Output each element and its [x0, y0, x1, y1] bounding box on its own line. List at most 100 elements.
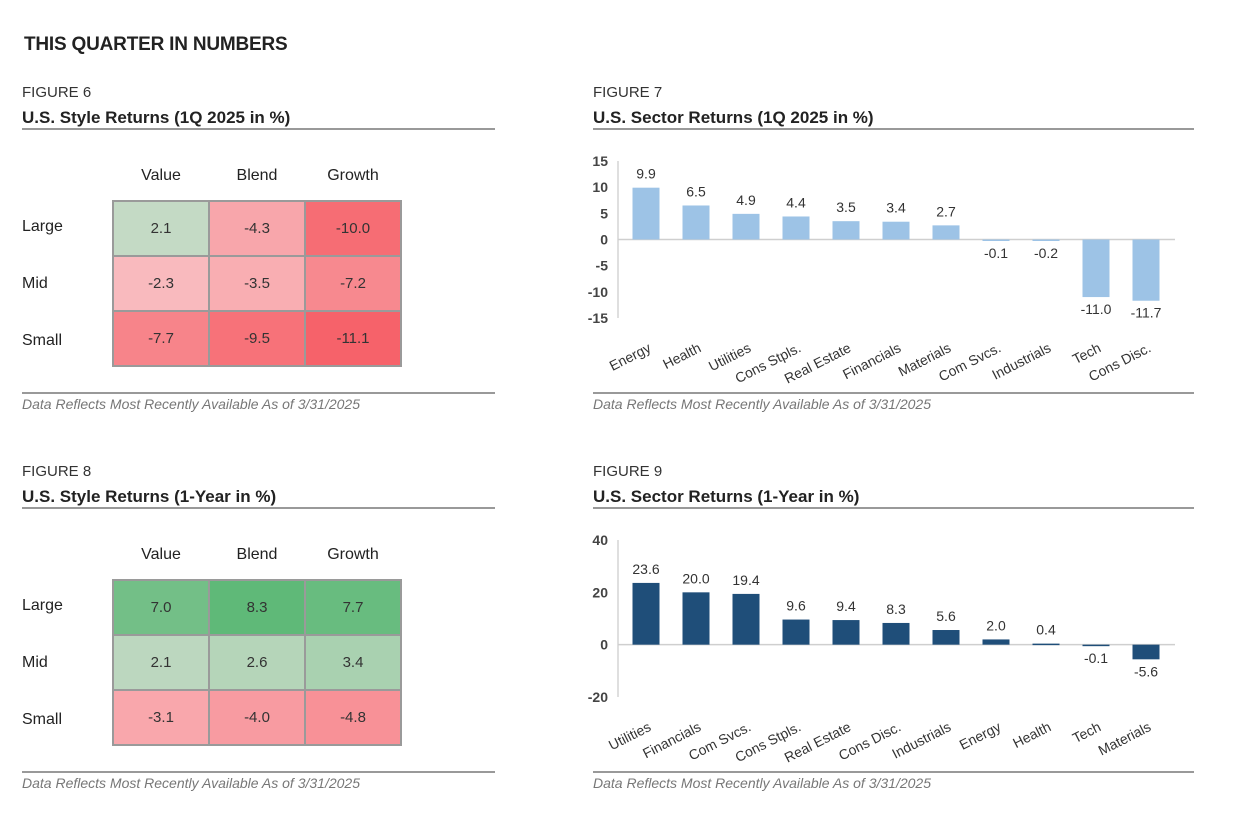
figure-6-note-rule [22, 392, 495, 394]
fig7-bar [882, 221, 910, 240]
fig9-bar [1032, 643, 1060, 646]
fig7-data-label: -11.0 [1081, 301, 1112, 317]
figure-7-title-rule [593, 128, 1194, 130]
figure-9-bar-chart: 40200-2023.6Utilities20.0Financials19.4C… [588, 532, 1175, 766]
fig9-data-label: 20.0 [682, 570, 709, 586]
fig7-bar [1032, 239, 1060, 241]
fig7-ytick-label: 15 [592, 153, 608, 169]
fig6-heatmap-cell: -7.2 [304, 255, 402, 312]
figure-6-source-note: Data Reflects Most Recently Available As… [22, 396, 360, 412]
fig7-bar [782, 216, 810, 240]
figure-7-source-note: Data Reflects Most Recently Available As… [593, 396, 931, 412]
fig9-data-label: -5.6 [1134, 663, 1158, 679]
fig6-heatmap-cell: -9.5 [208, 310, 306, 367]
fig9-data-label: 19.4 [732, 572, 759, 588]
fig9-bar [682, 592, 710, 645]
fig9-data-label: 0.4 [1036, 622, 1056, 638]
fig8-heatmap-row-header-small: Small [22, 711, 63, 728]
figure-9-title: U.S. Sector Returns (1-Year in %) [593, 487, 860, 506]
fig7-ytick-label: 5 [600, 205, 608, 221]
fig7-ytick-label: -5 [596, 258, 609, 274]
figure-8-title: U.S. Style Returns (1-Year in %) [22, 487, 277, 506]
figure-6-number: FIGURE 6 [22, 84, 92, 101]
figure-7-title: U.S. Sector Returns (1Q 2025 in %) [593, 108, 874, 127]
fig9-category-label: Energy [957, 718, 1004, 752]
figure-9-number: FIGURE 9 [593, 463, 663, 480]
fig7-ytick-label: -10 [588, 284, 608, 300]
fig6-heatmap-cell: -7.7 [112, 310, 210, 367]
fig9-ytick-label: 0 [600, 637, 608, 653]
fig8-heatmap-cell: 2.6 [208, 634, 306, 691]
fig7-bar [1082, 239, 1110, 298]
fig9-category-label: Health [1010, 718, 1053, 751]
fig9-bar [932, 630, 960, 645]
fig7-data-label: 6.5 [686, 183, 706, 199]
fig9-ytick-label: -20 [588, 689, 608, 705]
fig6-heatmap-col-header-value: Value [141, 167, 181, 184]
fig9-bar [882, 622, 910, 645]
figure-8-number: FIGURE 8 [22, 463, 92, 480]
figure-7-number: FIGURE 7 [593, 84, 663, 101]
fig9-bar [732, 593, 760, 645]
fig7-data-label: -0.1 [984, 245, 1008, 261]
fig8-heatmap-cell: -4.0 [208, 689, 306, 746]
fig8-heatmap-cell: 8.3 [208, 579, 306, 636]
fig8-heatmap-col-header-growth: Growth [327, 546, 379, 563]
fig7-data-label: 4.4 [786, 194, 806, 210]
fig9-bar [832, 620, 860, 645]
fig6-heatmap-cell: 2.1 [112, 200, 210, 257]
fig7-category-label: Health [660, 339, 703, 372]
fig7-bar [1132, 239, 1160, 301]
fig9-bar [632, 582, 660, 645]
fig6-heatmap-cell: -11.1 [304, 310, 402, 367]
fig8-heatmap-cell: -4.8 [304, 689, 402, 746]
figure-7-note-rule [593, 392, 1194, 394]
fig7-bar [932, 225, 960, 240]
figure-6-title: U.S. Style Returns (1Q 2025 in %) [22, 108, 291, 127]
fig7-bar [832, 221, 860, 240]
fig9-data-label: 2.0 [986, 617, 1006, 633]
fig6-heatmap-row-header-mid: Mid [22, 275, 48, 292]
figure-8-title-rule [22, 507, 495, 509]
fig6-heatmap-cell: -2.3 [112, 255, 210, 312]
fig6-heatmap-cell: -3.5 [208, 255, 306, 312]
page-title: THIS QUARTER IN NUMBERS [24, 34, 288, 55]
figure-8-source-note: Data Reflects Most Recently Available As… [22, 775, 360, 791]
figure-6-title-rule [22, 128, 495, 130]
fig6-heatmap-col-header-growth: Growth [327, 167, 379, 184]
fig6-heatmap-row-header-large: Large [22, 218, 63, 235]
fig7-bar [632, 187, 660, 240]
fig8-heatmap-grid: 7.0 8.3 7.7 2.1 2.6 3.4 -3.1 -4.0 -4.8 [112, 579, 402, 746]
fig7-data-label: -11.7 [1131, 305, 1162, 321]
fig9-data-label: 9.4 [836, 598, 856, 614]
fig8-heatmap-cell: 2.1 [112, 634, 210, 691]
fig7-category-label: Financials [840, 339, 903, 382]
fig8-heatmap-cell: 3.4 [304, 634, 402, 691]
fig6-heatmap-row-header-small: Small [22, 332, 63, 349]
fig9-data-label: 9.6 [786, 598, 806, 614]
fig7-data-label: 2.7 [936, 203, 956, 219]
fig9-category-label: Materials [1095, 718, 1153, 758]
figure-8-note-rule [22, 771, 495, 773]
fig9-data-label: 5.6 [936, 608, 956, 624]
fig8-heatmap-col-header-value: Value [141, 546, 181, 563]
fig9-data-label: 23.6 [632, 561, 659, 577]
fig8-heatmap-row-header-large: Large [22, 597, 63, 614]
figure-9-note-rule [593, 771, 1194, 773]
fig9-bar [1132, 644, 1160, 660]
fig8-heatmap-cell: 7.0 [112, 579, 210, 636]
fig9-data-label: 8.3 [886, 601, 906, 617]
fig7-data-label: -0.2 [1034, 245, 1058, 261]
fig7-ytick-label: -15 [588, 310, 608, 326]
fig7-data-label: 3.5 [836, 199, 856, 215]
fig7-bar [732, 213, 760, 240]
fig9-data-label: -0.1 [1084, 650, 1108, 666]
fig7-data-label: 9.9 [636, 166, 656, 182]
fig8-heatmap-cell: -3.1 [112, 689, 210, 746]
fig6-heatmap-cell: -10.0 [304, 200, 402, 257]
fig6-heatmap-col-header-blend: Blend [236, 167, 278, 184]
fig9-ytick-label: 20 [592, 584, 608, 600]
fig8-heatmap-cell: 7.7 [304, 579, 402, 636]
fig6-heatmap-grid: 2.1 -4.3 -10.0 -2.3 -3.5 -7.2 -7.7 -9.5 -11.1 [112, 200, 402, 367]
figure-9-source-note: Data Reflects Most Recently Available As… [593, 775, 931, 791]
